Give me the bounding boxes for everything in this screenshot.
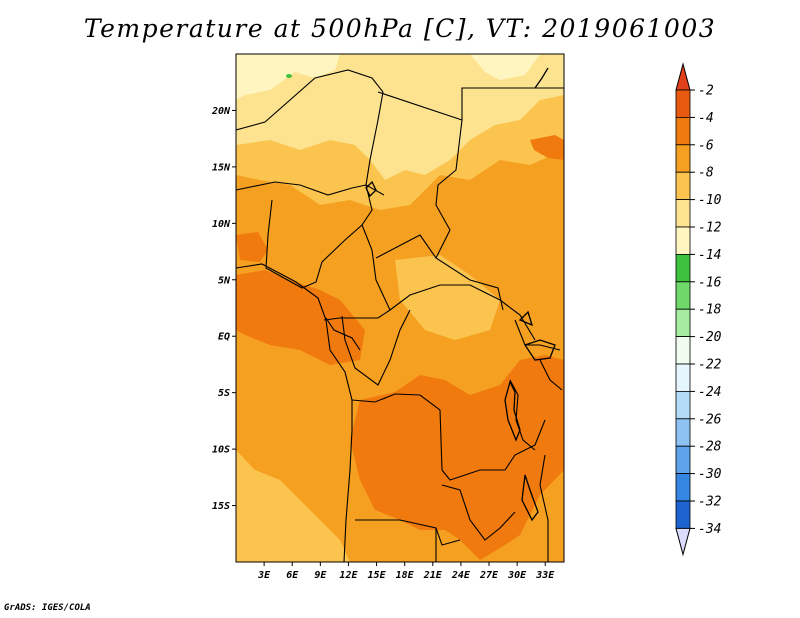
colorbar-bottom-arrow [675,527,691,557]
colorbar-label: -4 [698,111,714,126]
colorbar-label: -30 [698,467,722,482]
border-mozambique [539,454,549,562]
border-zambia [441,419,546,481]
colorbar-label: -10 [698,193,722,208]
colorbar-label: -28 [698,440,722,455]
colorbar-segment [675,500,691,529]
field-region-north-pale [236,54,564,180]
colorbar-label: -24 [698,385,721,400]
border-uganda [514,319,561,351]
field-region-northeast-warm [530,135,564,160]
credit-label: GrADS: IGES/COLA [4,603,91,613]
lat-tick-label: 10S [212,445,230,456]
lake-malawi [521,474,539,522]
border-tanzania [539,359,563,391]
lon-tick-label: 9E [314,570,327,581]
colorbar-segment [675,363,691,392]
lat-tick-label: 15N [212,162,231,173]
country-borders [236,69,564,562]
colorbar-segment [675,199,691,228]
field-region-central-yellow [395,255,500,340]
colorbar-segment [675,308,691,338]
colorbar-segment [675,253,691,283]
colorbar-segment [675,390,691,420]
colorbar-label: -2 [698,84,714,99]
colorbar-label: -32 [698,495,722,510]
field-region-west-warm [236,270,365,365]
colorbar-top-arrow [675,62,691,91]
field-region-north-palest-2 [470,54,540,80]
lat-tick-label: 15S [212,501,230,512]
lakes [365,67,556,522]
field-region-southwest-light [236,450,350,562]
field-region-southeast-warm [350,355,564,560]
colorbar-segment [675,171,691,200]
border-nigeria [265,184,373,289]
colorbar-label: -14 [698,248,721,263]
field-region-west-warm-2 [236,232,268,262]
colorbar-label: -12 [698,221,722,236]
lon-tick-label: 21E [423,570,443,581]
lon-tick-label: 27E [479,570,499,581]
lat-tick-label: 5S [218,388,230,399]
colorbar-label: -18 [698,303,722,318]
colorbar-segment [675,445,691,475]
colorbar-segment [675,473,691,502]
border-niger-libya [365,91,385,196]
chart-title: Temperature at 500hPa [C], VT: 201906100… [83,14,717,43]
lake-chad [365,180,377,198]
lat-tick-label: EQ [218,332,230,343]
lake-tanganyika [504,380,521,442]
border-gabon [325,317,361,351]
lon-tick-label: 3E [257,570,271,581]
colorbar-segment [675,418,691,447]
colorbar-label: -6 [698,138,714,153]
field-cold-spot [286,74,292,78]
colorbar-segment [675,336,691,365]
border-angola-north [351,393,443,471]
border-zimbabwe [441,484,516,541]
lon-tick-label: 6E [286,570,299,581]
colorbar-segment [675,226,691,255]
colorbar-label: -22 [698,358,722,373]
border-congo [341,309,411,386]
border-nigeria-niger [236,181,367,196]
lake-victoria [523,339,556,361]
longitude-axis: 3E 6E 9E 12E 15E 18E 21E 24E 27E 30E 33E [257,562,555,581]
lon-tick-label: 24E [451,570,471,581]
colorbar-segment [675,144,691,173]
colorbar-segment [675,281,691,310]
lon-tick-label: 33E [535,570,555,581]
red-sea-coast [534,67,549,89]
temperature-field [236,54,564,562]
border-east-lakes [509,379,536,451]
lat-tick-label: 20N [211,106,231,117]
border-chad-sudan [435,119,463,259]
map-frame [235,53,565,563]
colorbar-label: -16 [698,275,722,290]
coast-west [236,263,353,562]
border-libya-chad [377,87,564,121]
colorbar-label: -26 [698,412,722,427]
colorbar-segment [675,117,691,146]
colorbar-label: -8 [698,166,714,181]
lake-kivu [518,310,534,327]
lat-tick-label: 5N [218,275,231,286]
colorbar: -2 -4 -6 -8 -10 -12 -14 -16 -18 -20 -22 -24 -26 -28 -3… [675,62,722,557]
colorbar-label: -20 [698,330,722,345]
lat-tick-label: 10N [212,219,231,230]
lon-tick-label: 30E [507,570,527,581]
lon-tick-label: 15E [368,570,387,581]
colorbar-label: -34 [698,522,721,537]
lon-tick-label: 12E [339,570,358,581]
latitude-axis: 20N 15N 10N 5N EQ 5S 10S 15S [211,106,236,512]
border-car [375,234,504,311]
lon-tick-label: 18E [396,570,415,581]
border-drc-north [389,284,536,341]
colorbar-segment [675,89,691,118]
border-algeria-mali [236,69,384,131]
